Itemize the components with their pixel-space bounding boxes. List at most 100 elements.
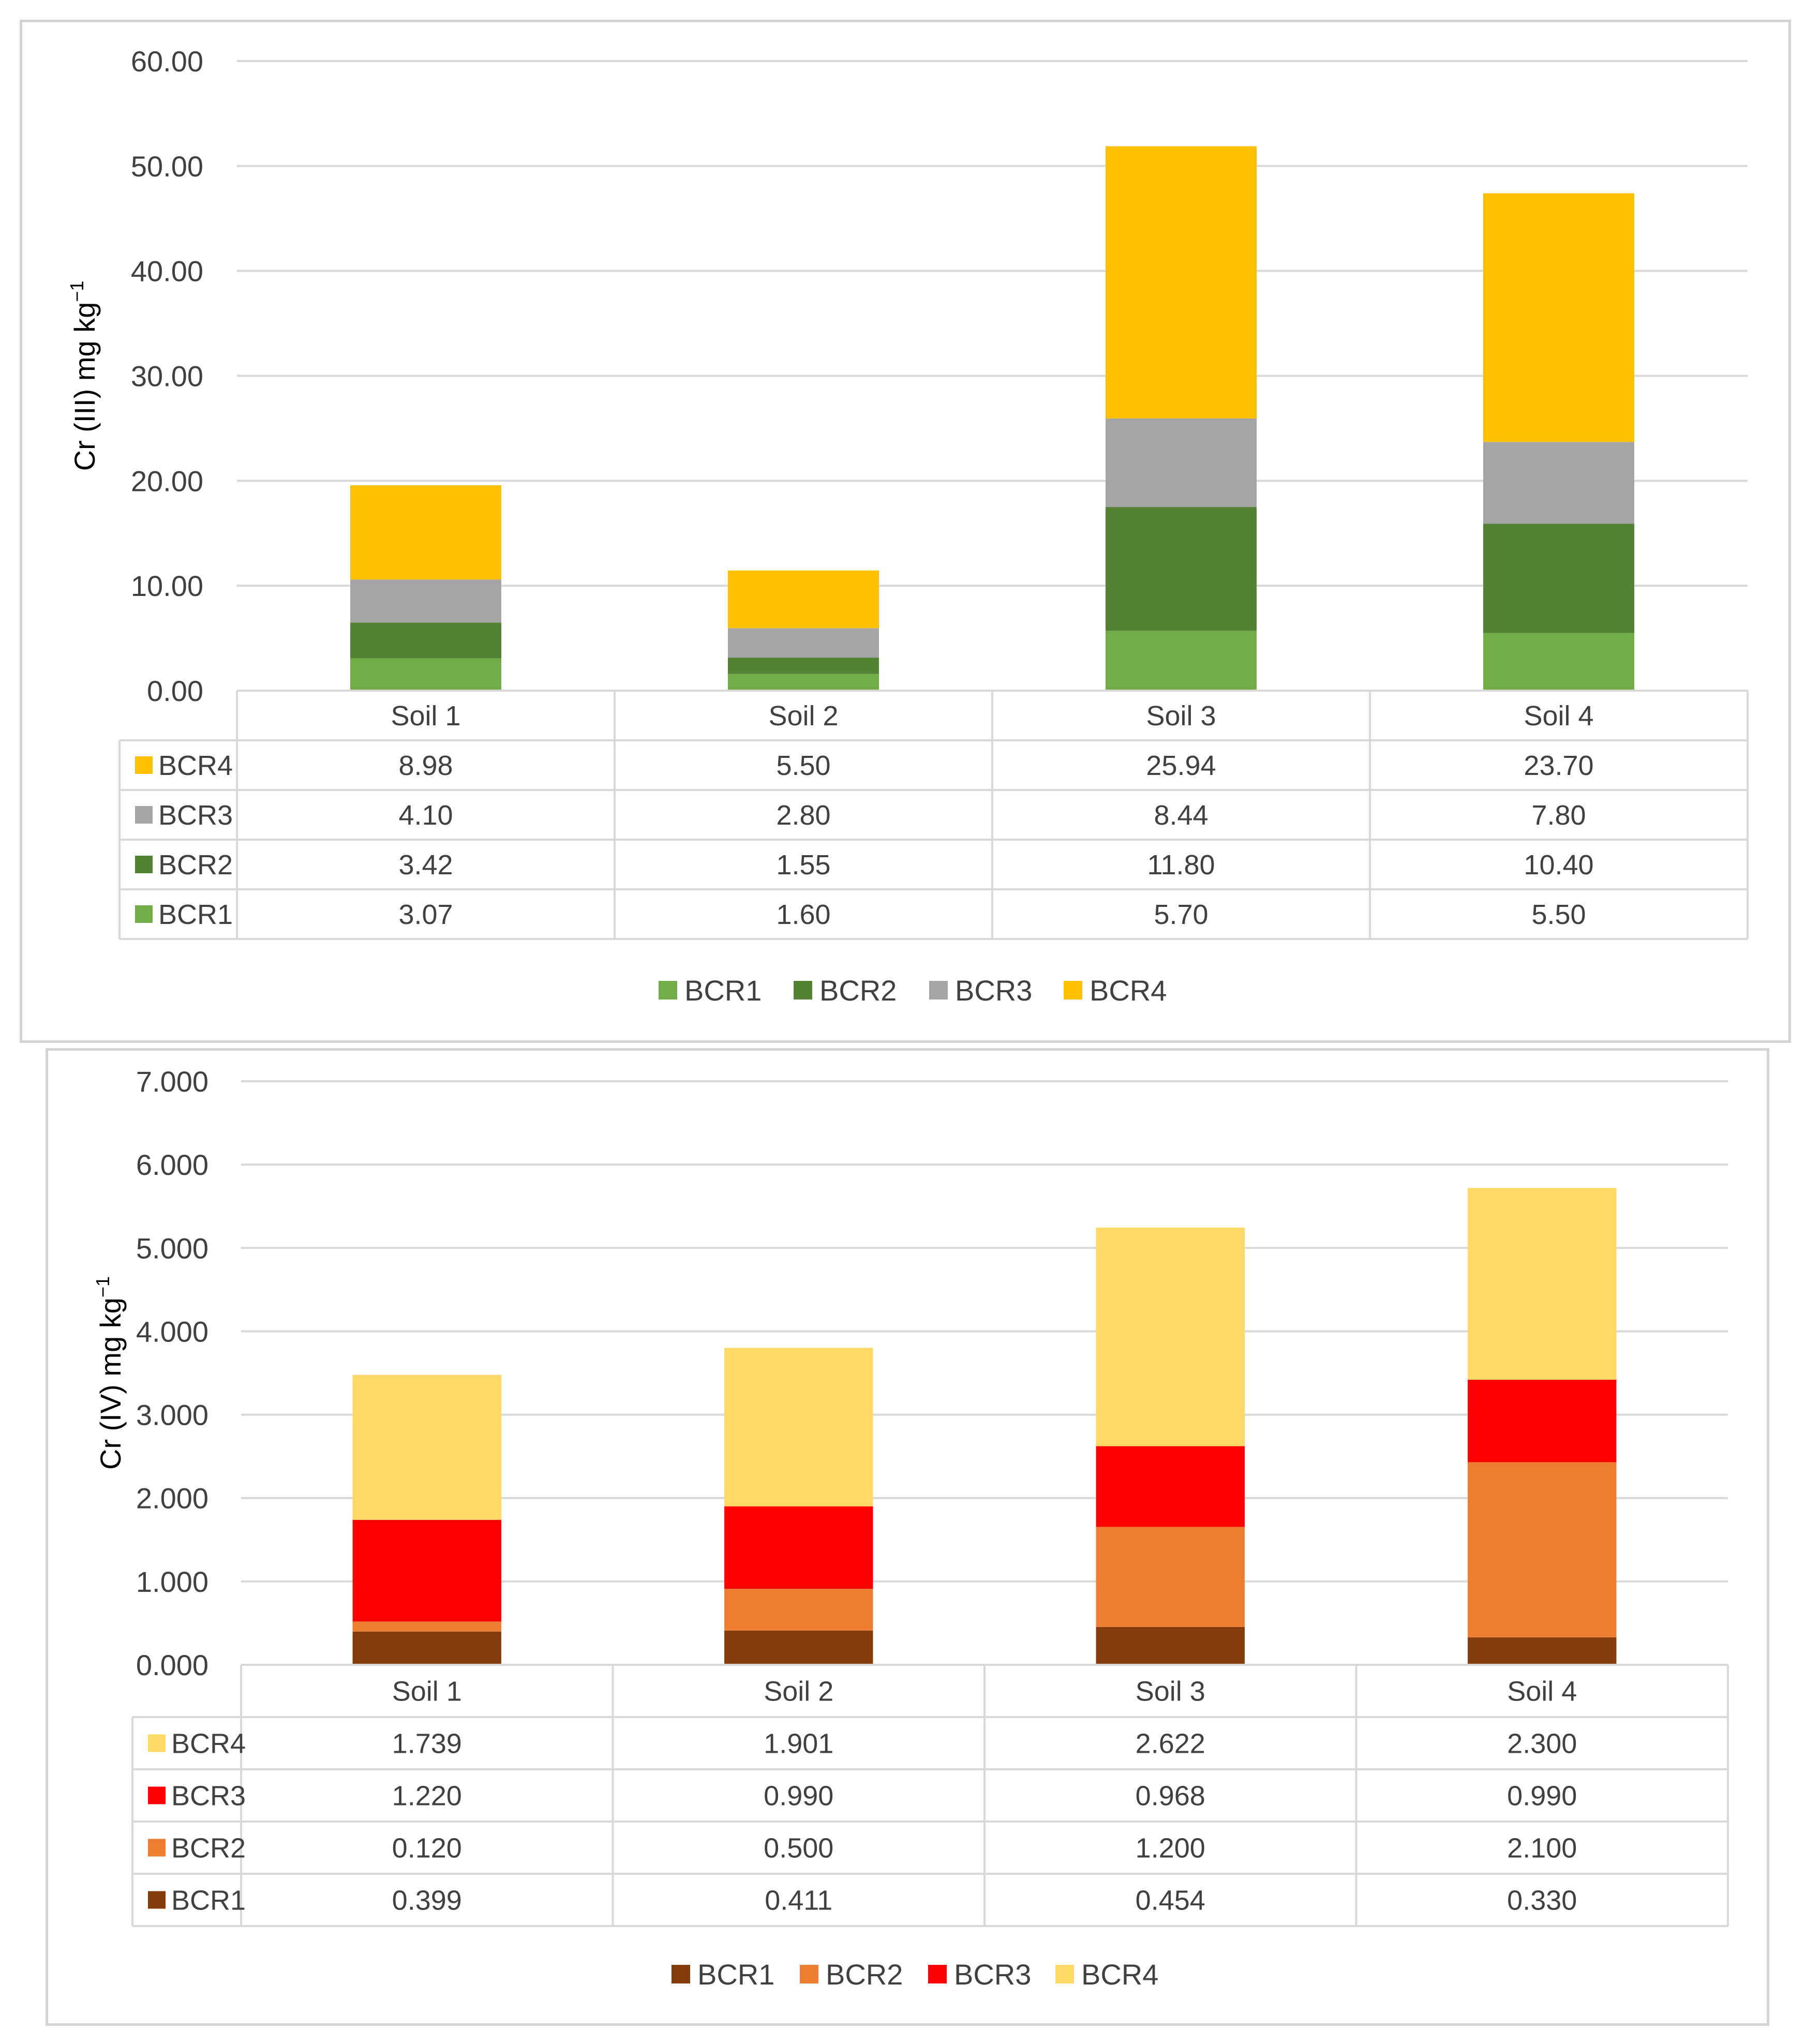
c1-data-label: 3.42: [398, 849, 453, 881]
c2-bar-bcr2-soil-3: [1096, 1527, 1245, 1627]
c2-category-label: Soil 4: [1507, 1676, 1577, 1707]
c1-table-series-label: BCR4: [158, 750, 233, 781]
c1-data-label: 5.50: [1531, 899, 1586, 930]
c2-y-tick-label: 7.000: [136, 1065, 208, 1098]
c1-table-legend-key-bcr2: [135, 856, 153, 873]
c1-table-series-label: BCR2: [158, 849, 233, 881]
c2-bar-bcr3-soil-2: [724, 1506, 873, 1589]
c2-category-label: Soil 2: [764, 1676, 833, 1707]
c1-bar-bcr2-soil-3: [1106, 507, 1257, 631]
c1-legend-key-bcr4: [1064, 981, 1082, 999]
c2-legend-label: BCR3: [954, 1958, 1031, 1991]
c1-legend-key-bcr1: [659, 981, 677, 999]
c1-bar-bcr2-soil-4: [1483, 524, 1634, 633]
c1-y-tick-label: 30.00: [131, 360, 203, 393]
chart-cr-iii: 0.00 10.00 20.00 30.00 40.00 50.00 60.00 Soil 1…: [20, 20, 1791, 1043]
c1-y-tick-label: 60.00: [131, 45, 203, 78]
c2-data-label: 0.120: [392, 1833, 462, 1864]
c1-bar-bcr1-soil-2: [728, 674, 879, 691]
c1-bar-bcr4-soil-1: [350, 485, 501, 580]
c2-y-tick-label: 1.000: [136, 1565, 208, 1598]
c2-y-axis-title-main: Cr (IV) mg kg: [94, 1297, 127, 1470]
c2-bar-bcr3-soil-1: [352, 1519, 501, 1622]
c1-data-label: 11.80: [1147, 849, 1215, 881]
chart-cr-iv-svg: 0.000 1.000 2.000 3.000 4.000 5.000 6.000 7.000…: [92, 1065, 1729, 1991]
c1-bar-bcr3-soil-3: [1106, 418, 1257, 508]
c1-y-tick-label: 0.00: [147, 675, 203, 707]
c2-data-label: 2.300: [1507, 1728, 1577, 1759]
c2-y-tick-label: 0.000: [136, 1649, 208, 1681]
c1-bar-bcr4-soil-4: [1483, 193, 1634, 442]
c2-data-label: 0.454: [1136, 1885, 1205, 1916]
c1-y-tick-label: 40.00: [131, 255, 203, 288]
c1-category-label: Soil 3: [1146, 700, 1216, 732]
c1-bar-bcr1-soil-4: [1483, 633, 1634, 691]
c1-bar-bcr1-soil-3: [1106, 631, 1257, 691]
c1-table-legend-key-bcr1: [135, 905, 153, 923]
c1-y-tick-label: 10.00: [131, 570, 203, 602]
c1-bar-bcr2-soil-1: [350, 622, 501, 659]
c2-data-label: 2.100: [1507, 1833, 1577, 1864]
c1-data-label: 10.40: [1524, 849, 1593, 881]
c2-bar-bcr1-soil-2: [724, 1630, 873, 1665]
c2-bar-bcr3-soil-4: [1468, 1379, 1617, 1463]
c2-bar-bcr4-soil-2: [724, 1348, 873, 1506]
c2-category-label: Soil 3: [1136, 1676, 1205, 1707]
c1-data-label: 1.60: [776, 899, 830, 930]
chart-cr-iii-svg: 0.00 10.00 20.00 30.00 40.00 50.00 60.00 Soil 1…: [66, 45, 1749, 1007]
c2-bar-bcr4-soil-1: [352, 1375, 501, 1520]
c2-data-label: 1.220: [392, 1781, 462, 1812]
c2-y-axis-title-sup: −1: [92, 1276, 113, 1297]
c2-legend-key-bcr2: [800, 1965, 818, 1983]
c2-data-label: 0.990: [1507, 1781, 1577, 1812]
c2-data-label: 1.200: [1136, 1833, 1205, 1864]
c2-data-label: 0.330: [1507, 1885, 1577, 1916]
c2-legend-key-bcr4: [1055, 1965, 1074, 1983]
c1-legend-label: BCR2: [819, 974, 897, 1007]
c2-y-axis-title: Cr (IV) mg kg−1: [92, 1276, 127, 1470]
c2-y-tick-label: 5.000: [136, 1232, 208, 1264]
c1-y-tick-label: 50.00: [131, 150, 203, 183]
c1-table-legend-key-bcr4: [135, 756, 153, 774]
c1-category-label: Soil 2: [768, 700, 838, 732]
c1-data-label: 4.10: [398, 800, 453, 831]
c2-legend-key-bcr1: [672, 1965, 690, 1983]
c1-bar-bcr4-soil-3: [1106, 146, 1257, 419]
c2-table-legend-key-bcr1: [148, 1891, 166, 1909]
c1-bar-bcr2-soil-2: [728, 658, 879, 674]
chart-cr-iv: 0.000 1.000 2.000 3.000 4.000 5.000 6.000 7.000…: [46, 1048, 1769, 2026]
c2-bar-bcr2-soil-1: [352, 1621, 501, 1632]
c2-table-series-label: BCR4: [171, 1728, 246, 1759]
c2-table-legend-key-bcr2: [148, 1839, 166, 1857]
c1-y-axis-title-main: Cr (III) mg kg: [68, 302, 101, 471]
c2-y-tick-label: 3.000: [136, 1399, 208, 1431]
c2-y-tick-label: 2.000: [136, 1482, 208, 1515]
c1-bar-bcr3-soil-4: [1483, 442, 1634, 524]
c2-table-series-label: BCR2: [171, 1833, 246, 1864]
c1-legend-key-bcr3: [929, 981, 948, 999]
c1-table-series-label: BCR3: [158, 800, 233, 831]
c2-data-label: 0.399: [392, 1885, 462, 1916]
c1-bar-bcr1-soil-1: [350, 658, 501, 691]
c2-legend-key-bcr3: [928, 1965, 947, 1983]
c1-legend-label: BCR1: [684, 974, 762, 1007]
c1-data-label: 5.70: [1154, 899, 1208, 930]
c2-legend-label: BCR1: [697, 1958, 774, 1991]
c1-category-label: Soil 4: [1524, 700, 1593, 732]
c2-legend-label: BCR2: [826, 1958, 903, 1991]
c2-legend-label: BCR4: [1081, 1958, 1158, 1991]
c2-table-series-label: BCR1: [171, 1885, 246, 1916]
c2-data-label: 1.739: [392, 1728, 462, 1759]
c1-data-label: 3.07: [398, 899, 453, 930]
c2-bar-bcr4-soil-3: [1096, 1227, 1245, 1446]
c2-bar-bcr2-soil-4: [1468, 1462, 1617, 1637]
c2-y-tick-label: 6.000: [136, 1148, 208, 1181]
c2-bar-bcr2-soil-2: [724, 1589, 873, 1631]
c1-y-tick-label: 20.00: [131, 465, 203, 497]
c1-table-legend-key-bcr3: [135, 806, 153, 824]
c1-bar-bcr3-soil-2: [728, 628, 879, 658]
c2-bar-bcr4-soil-4: [1468, 1188, 1617, 1380]
c2-bar-bcr1-soil-3: [1096, 1627, 1245, 1665]
c2-bar-bcr1-soil-4: [1468, 1637, 1617, 1665]
c1-data-label: 8.98: [398, 750, 453, 781]
